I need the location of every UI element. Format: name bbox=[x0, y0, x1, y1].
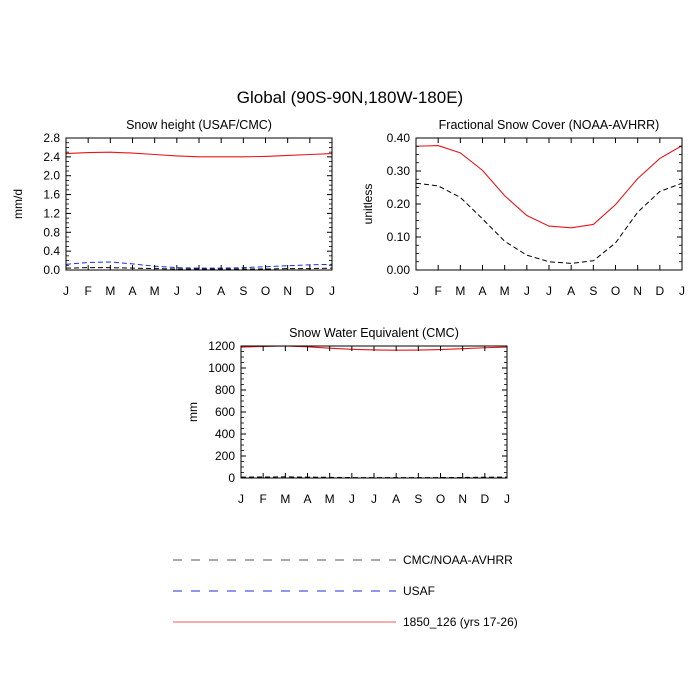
legend: CMC/NOAA-AVHRR USAF 1850_126 (yrs 17-26) bbox=[173, 553, 518, 629]
y-tick-label: 200 bbox=[215, 449, 235, 463]
x-tick-label: D bbox=[305, 284, 314, 298]
x-tick-label: M bbox=[280, 492, 290, 506]
y-tick-label: 2.8 bbox=[43, 131, 60, 145]
x-tick-label: J bbox=[413, 284, 419, 298]
panel-title: Snow Water Equivalent (CMC) bbox=[289, 326, 459, 340]
x-tick-label: J bbox=[349, 492, 355, 506]
panel-title: Snow height (USAF/CMC) bbox=[126, 118, 272, 132]
x-tick-label: J bbox=[329, 284, 335, 298]
panel-2: Fractional Snow Cover (NOAA-AVHRR) unitle… bbox=[361, 118, 685, 298]
y-tick-label: 600 bbox=[215, 405, 235, 419]
x-tick-label: J bbox=[524, 284, 530, 298]
panel-1: Snow height (USAF/CMC) mm/d 0.0 0.4 0.8 1.2 1.… bbox=[11, 118, 335, 298]
series-line-1850-126-yrs-17-26- bbox=[65, 151, 333, 158]
y-tick-label: 400 bbox=[215, 427, 235, 441]
x-tick-label: J bbox=[63, 284, 69, 298]
y-tick-label: 0.0 bbox=[43, 263, 60, 277]
legend-label-2: USAF bbox=[403, 584, 435, 598]
x-tick-label: A bbox=[217, 284, 225, 298]
panel-title: Fractional Snow Cover (NOAA-AVHRR) bbox=[439, 118, 660, 132]
x-tick-label: S bbox=[414, 492, 422, 506]
x-tick-label: M bbox=[150, 284, 160, 298]
y-tick-label: 0.10 bbox=[387, 230, 411, 244]
y-tick-label: 1.2 bbox=[43, 206, 60, 220]
x-tick-label: J bbox=[371, 492, 377, 506]
x-tick-label: M bbox=[455, 284, 465, 298]
x-tick-label: M bbox=[105, 284, 115, 298]
y-axis-label: unitless bbox=[361, 184, 375, 225]
figure-title: Global (90S-90N,180W-180E) bbox=[237, 88, 463, 107]
x-tick-label: M bbox=[500, 284, 510, 298]
plot-frame bbox=[65, 137, 333, 271]
x-tick-label: J bbox=[546, 284, 552, 298]
y-tick-label: 1200 bbox=[208, 339, 235, 353]
y-tick-label: 0.40 bbox=[387, 131, 411, 145]
x-tick-label: D bbox=[655, 284, 664, 298]
y-tick-label: 1000 bbox=[208, 361, 235, 375]
x-tick-label: A bbox=[392, 492, 400, 506]
x-tick-label: F bbox=[434, 284, 441, 298]
y-tick-label: 2.4 bbox=[43, 150, 60, 164]
x-tick-label: J bbox=[238, 492, 244, 506]
x-tick-label: N bbox=[283, 284, 292, 298]
y-tick-label: 1.6 bbox=[43, 188, 60, 202]
x-tick-label: N bbox=[633, 284, 642, 298]
series-line-usaf bbox=[65, 261, 333, 269]
y-tick-label: 0 bbox=[228, 471, 235, 485]
x-tick-label: O bbox=[436, 492, 445, 506]
x-tick-label: A bbox=[567, 284, 575, 298]
x-tick-label: O bbox=[261, 284, 270, 298]
x-tick-label: A bbox=[478, 284, 486, 298]
y-tick-label: 0.20 bbox=[387, 197, 411, 211]
x-tick-label: N bbox=[458, 492, 467, 506]
legend-label-3: 1850_126 (yrs 17-26) bbox=[403, 615, 518, 629]
x-tick-label: A bbox=[128, 284, 136, 298]
x-tick-label: M bbox=[325, 492, 335, 506]
y-axis-label: mm bbox=[186, 402, 200, 422]
plot-frame bbox=[415, 137, 683, 271]
panel-3: Snow Water Equivalent (CMC) mm 0 200 400 600 8… bbox=[186, 326, 510, 506]
x-tick-label: J bbox=[196, 284, 202, 298]
x-tick-label: F bbox=[84, 284, 91, 298]
y-axis-label: mm/d bbox=[11, 189, 25, 219]
series-line-1850-126-yrs-17-26- bbox=[415, 145, 683, 229]
y-tick-label: 0.8 bbox=[43, 225, 60, 239]
y-tick-label: 0.4 bbox=[43, 244, 60, 258]
x-tick-label: D bbox=[480, 492, 489, 506]
x-tick-label: S bbox=[589, 284, 597, 298]
x-tick-label: F bbox=[259, 492, 266, 506]
series-line-cmc-noaa-avhrr bbox=[415, 182, 683, 264]
plot-frame bbox=[240, 345, 508, 479]
y-tick-label: 800 bbox=[215, 383, 235, 397]
x-tick-label: O bbox=[611, 284, 620, 298]
legend-label-1: CMC/NOAA-AVHRR bbox=[403, 553, 513, 567]
x-tick-label: J bbox=[504, 492, 510, 506]
y-tick-label: 2.0 bbox=[43, 169, 60, 183]
x-tick-label: J bbox=[679, 284, 685, 298]
y-tick-label: 0.00 bbox=[387, 263, 411, 277]
y-tick-label: 0.30 bbox=[387, 164, 411, 178]
x-tick-label: S bbox=[239, 284, 247, 298]
x-tick-label: J bbox=[174, 284, 180, 298]
x-tick-label: A bbox=[303, 492, 311, 506]
